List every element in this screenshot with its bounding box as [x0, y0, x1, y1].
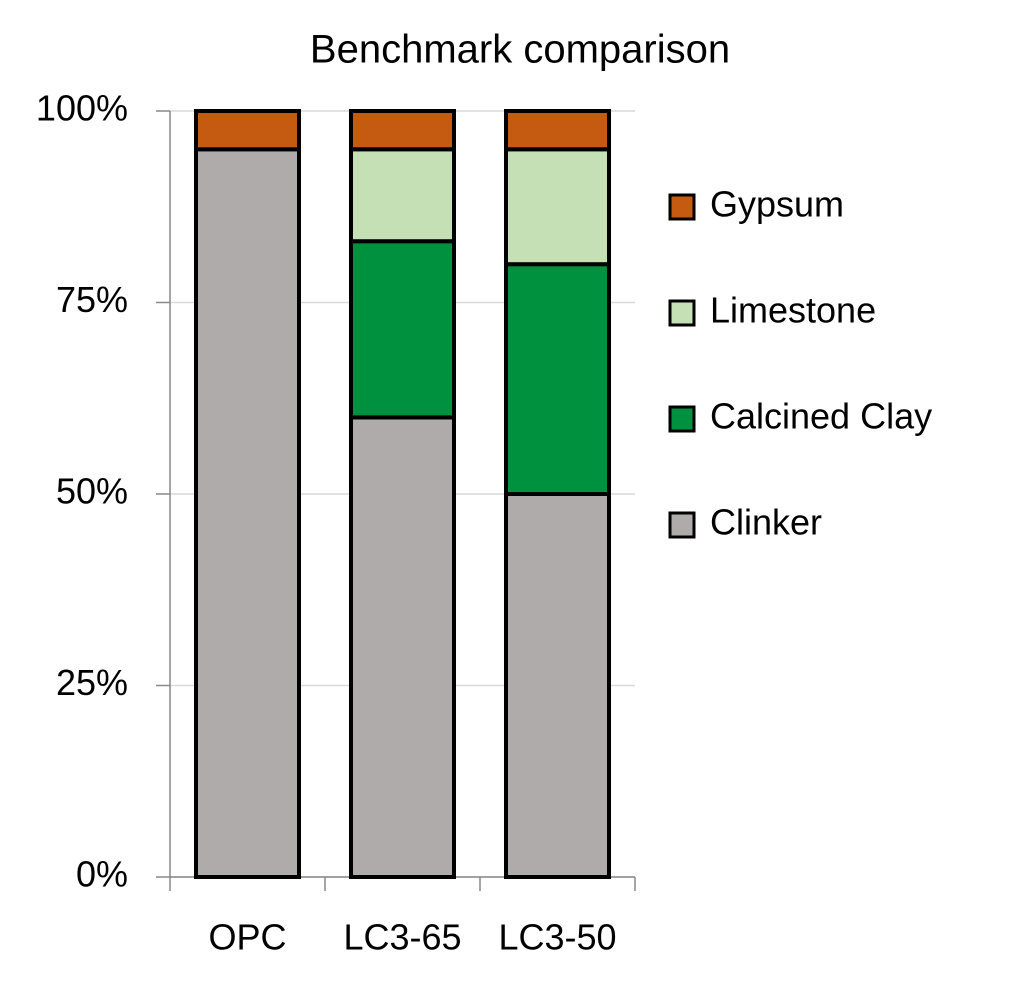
y-tick-label: 0%: [76, 854, 128, 895]
bar-segment: [504, 492, 611, 879]
bar-segment: [349, 147, 456, 244]
legend-label: Gypsum: [710, 184, 844, 225]
legend-swatch: [668, 405, 696, 433]
bar-segment: [504, 262, 611, 497]
bar-segment: [504, 147, 611, 267]
y-tick-label: 25%: [56, 662, 128, 703]
bar-segment: [349, 415, 456, 879]
bar-segment: [194, 109, 301, 152]
x-tick-label: LC3-65: [343, 917, 461, 958]
y-tick-label: 75%: [56, 279, 128, 320]
chart-title: Benchmark comparison: [310, 28, 730, 72]
x-tick-label: LC3-50: [498, 917, 616, 958]
legend-label: Limestone: [710, 290, 876, 331]
legend-label: Clinker: [710, 502, 822, 543]
y-tick-label: 50%: [56, 471, 128, 512]
legend-swatch: [668, 511, 696, 539]
y-tick-label: 100%: [36, 88, 128, 129]
x-tick-label: OPC: [208, 917, 286, 958]
legend-label: Calcined Clay: [710, 396, 932, 437]
bar-segment: [349, 239, 456, 420]
legend-swatch: [668, 299, 696, 327]
bar-segment: [194, 147, 301, 880]
bar-segment: [504, 109, 611, 152]
legend-swatch: [668, 193, 696, 221]
bar-segment: [349, 109, 456, 152]
